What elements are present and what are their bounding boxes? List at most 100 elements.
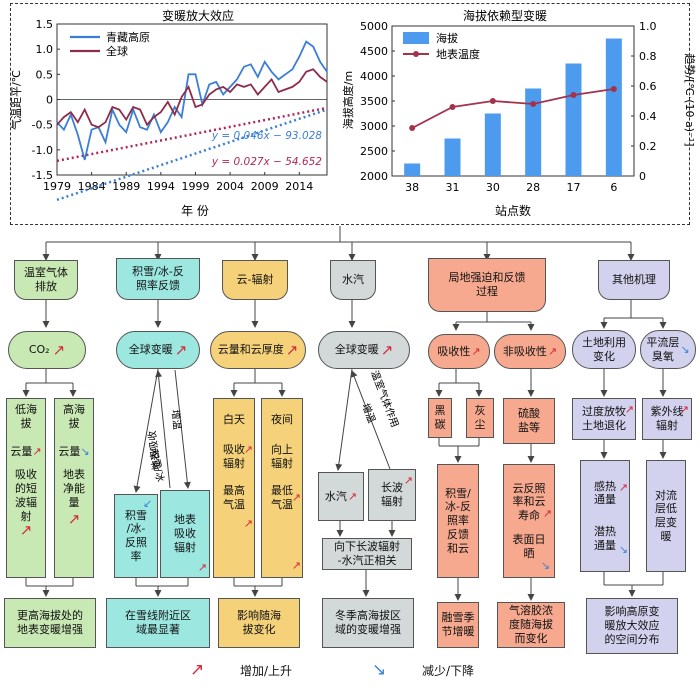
down-arrow-icon: ↘ bbox=[80, 444, 90, 458]
chart2-bar bbox=[605, 38, 622, 176]
chart1-xlabel: 年 份 bbox=[181, 204, 209, 218]
down-arrow-icon: ↘ bbox=[372, 660, 387, 680]
chart2-xtick-label: 6 bbox=[610, 181, 617, 194]
chart2-xtick-label: 17 bbox=[567, 181, 581, 194]
down-arrow-icon: ↘ bbox=[618, 543, 628, 557]
col3-title: 云-辐射 bbox=[222, 260, 288, 300]
elevation-dependent-warming-chart: 海拔依赖型变暖 2000 2500 3000 3500 4000 4500 5000 0 0.… bbox=[341, 8, 696, 218]
top-panel-frame bbox=[10, 3, 690, 225]
warming-amplification-chart: 变暖放大效应 -1.5 -1.0 -0.5 0 0.5 1.0 1.5 1979 1984 19… bbox=[9, 8, 328, 218]
chart1-xtick-label: 1979 bbox=[43, 180, 71, 193]
chart1-xtick-label: 1994 bbox=[147, 180, 175, 193]
up-arrow-icon: ↗ bbox=[243, 443, 253, 456]
chart1-xtick-label: 2009 bbox=[251, 180, 279, 193]
col5-pill-nonabsorbing: 非吸收性 ↗ bbox=[494, 334, 566, 369]
chart1-legend-tp: 青藏高原 bbox=[106, 30, 150, 44]
chart2-y2tick-label: 1.0 bbox=[639, 20, 657, 33]
chart1-ytick-label: -1.5 bbox=[32, 169, 53, 182]
col1-summary: 更高海拔处的 地表变暖增强 bbox=[4, 598, 96, 648]
col6-title: 其他机理 bbox=[598, 260, 670, 300]
chart2-ytick-label: 4500 bbox=[360, 45, 388, 58]
col4-pill: 全球变暖 ↗ bbox=[318, 331, 410, 369]
col5-left-mid-box: 积雪/ 冰-反 照率 反馈 和云 bbox=[437, 464, 479, 578]
down-arrow-icon: ↙ bbox=[143, 497, 153, 510]
col5-black-carbon-box: 黑 碳 bbox=[428, 398, 452, 438]
col6-pill-ozone: 平流层 臭氧 ↘ bbox=[640, 330, 696, 369]
col2-arrow-label-snow: 积雪/冰 bbox=[147, 448, 167, 483]
col1-high-elevation-box: 高海 拔 云量↘ 地表 净能 量 ↗ bbox=[54, 398, 94, 578]
col5-dust-box: 灰 尘 bbox=[466, 398, 494, 438]
chart2-line-point bbox=[409, 125, 416, 131]
chart2-plot-area bbox=[391, 25, 635, 177]
col4-arrow-label-ghg: 温室气体作用 bbox=[368, 368, 402, 429]
chart2-y2tick-label: 0.8 bbox=[639, 50, 657, 63]
chart2-bar bbox=[484, 113, 501, 176]
chart1-trend-eq-tp: y = 0.046x − 93.028 bbox=[211, 130, 322, 142]
col2-title: 积雪/冰-反 照率反馈 bbox=[116, 258, 200, 300]
legend-up-label: 增加/上升 bbox=[240, 664, 293, 678]
col5-title: 局地强迫和反馈 过程 bbox=[428, 258, 546, 312]
chart2-legend-bar: 海拔 bbox=[436, 31, 458, 45]
chart2-title: 海拔依赖型变暖 bbox=[463, 8, 547, 23]
chart1-trend-eq-global: y = 0.027x − 54.652 bbox=[211, 156, 322, 168]
col2-snow-albedo-box: 积雪 /冰- 反照 率 ↙ bbox=[114, 494, 158, 578]
chart1-xtick-label: 2004 bbox=[216, 180, 244, 193]
chart1-xtick-label: 1999 bbox=[181, 180, 209, 193]
chart1-ytick-label: 0 bbox=[46, 94, 53, 107]
chart2-ytick-label: 3500 bbox=[360, 95, 388, 108]
col2-arrow-label-surface: 地表吸收 bbox=[145, 430, 163, 471]
col5-right-mid-box: 云反照 率和云 寿命 ↗ 表面日 晒 ↘ bbox=[503, 464, 555, 578]
up-arrow-icon: ↗ bbox=[32, 444, 42, 458]
up-arrow-icon: ↗ bbox=[197, 561, 207, 575]
arrow-legend: ↗ 增加/上升 ↘ 减少/下降 bbox=[190, 660, 550, 682]
col3-day-box: 白天 吸收 辐射 ↗ 最高 气温 ↗ bbox=[213, 398, 255, 578]
chart1-xtick-label: 1984 bbox=[78, 180, 106, 193]
up-arrow-icon: ↗ bbox=[403, 474, 413, 487]
chart2-ytick-label: 2000 bbox=[360, 170, 388, 183]
col5-sulfate-box: 硫酸 盐等 bbox=[503, 398, 555, 444]
chart2-line bbox=[411, 88, 614, 129]
col5-left-summary: 融雪季 节增暖 bbox=[437, 602, 479, 648]
col4-summary: 冬季高海拔区 域的变暖增强 bbox=[322, 598, 414, 648]
col3-pill: 云量和云厚度 ↗ bbox=[210, 331, 306, 369]
down-arrow-icon: ↘ bbox=[680, 342, 690, 356]
chart2-ytick-label: 5000 bbox=[360, 20, 388, 33]
down-arrow-icon: ↘ bbox=[540, 559, 550, 573]
up-arrow-icon: ↗ bbox=[67, 509, 81, 528]
chart2-y2tick-label: 0.2 bbox=[639, 140, 657, 153]
up-arrow-icon: ↗ bbox=[291, 559, 301, 572]
col2-pill: 全球变暖 ↗ bbox=[116, 331, 200, 369]
col1-low-elevation-box: 低海 拔 云量↗ 吸收 的短 波辐 射 ↗ bbox=[6, 398, 46, 578]
up-arrow-icon: ↗ bbox=[174, 340, 188, 359]
chart2-xtick-label: 28 bbox=[526, 181, 540, 194]
up-arrow-icon: ↗ bbox=[52, 340, 66, 359]
chart2-ytick-label: 2500 bbox=[360, 145, 388, 158]
col5-pill-absorbing: 吸收性 ↗ bbox=[428, 334, 490, 369]
col3-summary: 影响随海 拔变化 bbox=[218, 598, 300, 648]
col6-flux-box: 感热 通量 ↗ 潜热 通量 ↘ bbox=[580, 460, 630, 572]
chart2-ylabel: 海拔高度/m bbox=[341, 71, 355, 129]
chart1-ylabel: 气温距平/℃ bbox=[9, 70, 23, 130]
col4-title: 水汽 bbox=[330, 260, 376, 300]
up-arrow-icon: ↗ bbox=[347, 489, 358, 503]
col6-land-degradation-box: 过度放牧 土地退化 ↗ bbox=[572, 398, 636, 440]
up-arrow-icon: ↗ bbox=[624, 403, 634, 416]
col4-water-vapor-box: 水汽 ↗ bbox=[318, 472, 364, 521]
col5-right-summary: 气溶胶浓 度随海拔 而变化 bbox=[497, 602, 565, 648]
col2-surface-absorb-box: 地表 吸收 辐射 ↗ bbox=[160, 490, 210, 578]
chart2-xlabel: 站点数 bbox=[495, 203, 531, 218]
chart1-title: 变暖放大效应 bbox=[162, 8, 234, 23]
chart1-ytick-label: 1.0 bbox=[36, 43, 54, 56]
up-arrow-icon: ↗ bbox=[285, 340, 299, 359]
up-arrow-icon: ↗ bbox=[190, 660, 205, 680]
up-arrow-icon: ↗ bbox=[380, 340, 394, 359]
up-arrow-icon: ↗ bbox=[243, 517, 253, 530]
chart1-ytick-label: 0.5 bbox=[36, 68, 54, 81]
chart2-bar bbox=[525, 88, 542, 176]
chart2-y2label: 趋势/[℃·(10 a)⁻¹] bbox=[683, 53, 696, 146]
chart2-xtick-label: 38 bbox=[405, 181, 419, 194]
col2-arrow-label-warming: 增温 bbox=[169, 409, 184, 430]
chart2-bar bbox=[565, 63, 582, 176]
col6-summary: 影响高原变 暖放大效应 的空间分布 bbox=[586, 598, 678, 654]
